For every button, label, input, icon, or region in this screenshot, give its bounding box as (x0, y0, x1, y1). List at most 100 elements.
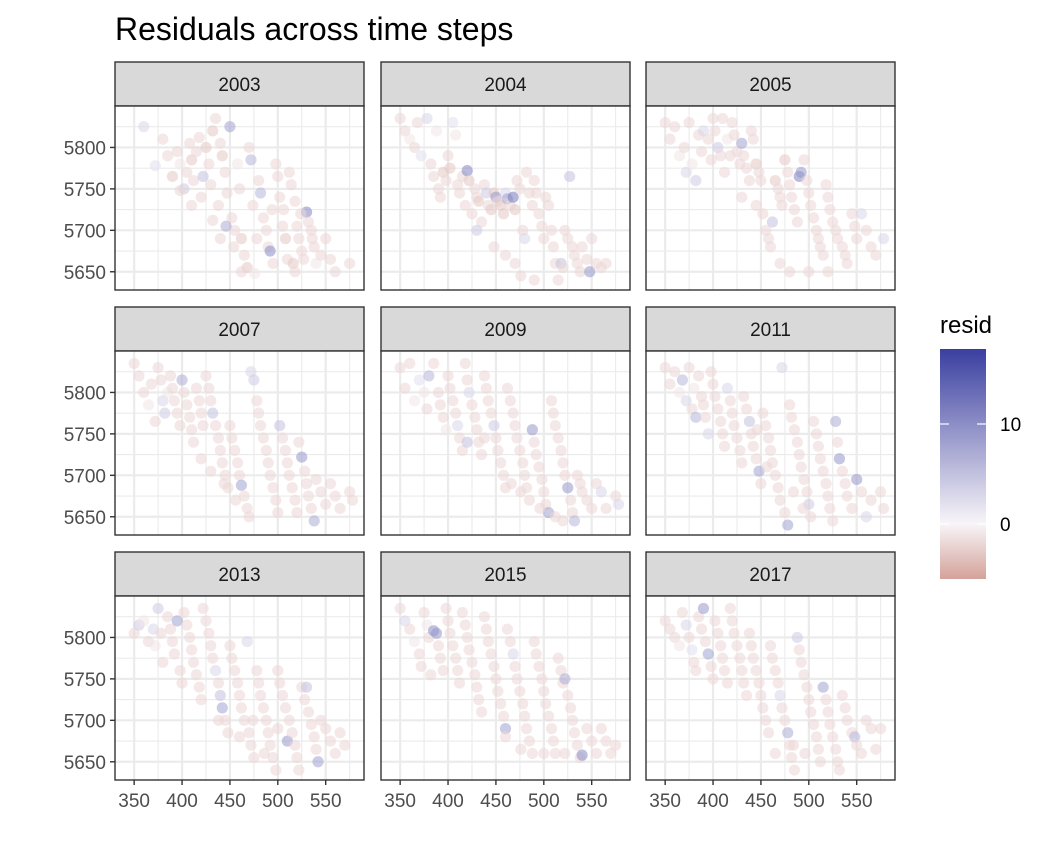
data-point (785, 752, 798, 764)
data-point (404, 357, 416, 370)
data-point (576, 241, 588, 253)
data-point (229, 224, 241, 236)
data-point (833, 764, 846, 776)
data-point (399, 615, 411, 627)
data-point (769, 469, 781, 481)
data-point (497, 208, 510, 220)
data-point (452, 419, 464, 432)
facet-panel-2015: 2015 (380, 551, 631, 781)
data-point (715, 415, 727, 428)
data-point (195, 453, 207, 465)
data-point (766, 652, 779, 664)
x-tick-label: 550 (841, 791, 873, 812)
data-point (174, 184, 186, 197)
data-point (266, 204, 278, 216)
data-point (425, 158, 437, 170)
data-point (552, 652, 564, 664)
data-point (709, 615, 721, 627)
data-point (812, 743, 824, 755)
data-point (526, 424, 538, 436)
data-point (820, 694, 832, 706)
data-point (709, 390, 721, 403)
data-point (440, 602, 452, 615)
data-point (707, 673, 719, 685)
data-point (205, 465, 217, 477)
data-point (836, 465, 848, 477)
data-point (247, 714, 259, 726)
data-point (473, 195, 485, 207)
data-point (718, 440, 731, 452)
data-point (149, 160, 161, 172)
shared-axes: 5650 5700 5750 5800 5650 5700 5750 5800 5650 5700… (64, 138, 873, 812)
data-point (528, 274, 540, 286)
data-point (846, 208, 858, 220)
data-point (274, 677, 286, 689)
data-point (456, 606, 469, 619)
data-point (807, 212, 820, 224)
data-point (795, 461, 807, 473)
data-point (791, 436, 803, 448)
x-tick-label: 500 (262, 791, 294, 812)
data-point (803, 187, 815, 199)
data-point (286, 727, 298, 739)
data-point (523, 494, 536, 506)
data-point (459, 357, 471, 370)
data-point (795, 166, 807, 178)
data-point (254, 689, 267, 702)
data-point (538, 486, 550, 498)
data-point (228, 241, 240, 253)
data-point (697, 399, 710, 411)
data-point (178, 386, 190, 399)
data-point (584, 266, 596, 278)
data-point (219, 469, 231, 481)
data-point (509, 257, 521, 270)
data-point (344, 257, 356, 270)
facet-panel-2009: 2009 (380, 306, 631, 536)
data-point (168, 648, 180, 660)
data-point (559, 469, 571, 481)
data-point (155, 374, 167, 386)
data-point (440, 424, 452, 436)
data-point (299, 465, 311, 477)
data-point (187, 656, 200, 668)
y-tick-label: 5800 (64, 138, 106, 159)
data-point (505, 478, 517, 490)
data-point (772, 482, 784, 494)
data-point (404, 133, 416, 145)
data-point (186, 644, 198, 656)
data-point (511, 673, 523, 685)
data-point (238, 714, 250, 726)
data-point (836, 689, 848, 702)
data-point (488, 419, 500, 432)
data-point (536, 673, 548, 685)
data-point (181, 619, 193, 631)
data-point (738, 677, 750, 689)
data-point (595, 486, 607, 498)
data-point (497, 710, 510, 722)
data-point (761, 461, 773, 473)
data-point (270, 158, 282, 170)
data-point (515, 486, 527, 498)
data-point (545, 224, 558, 236)
data-point (226, 652, 238, 664)
data-point (517, 457, 529, 469)
data-point (664, 378, 676, 390)
data-point (216, 702, 228, 714)
data-point (736, 664, 748, 677)
data-point (235, 266, 248, 278)
data-point (705, 366, 717, 378)
data-point (289, 195, 301, 207)
data-point (833, 453, 846, 465)
data-point (302, 706, 315, 718)
data-point (509, 204, 521, 216)
data-point (664, 133, 676, 145)
data-point (717, 112, 729, 125)
data-point (394, 602, 406, 615)
data-point (320, 498, 332, 510)
legend-tick-label: 0 (1000, 515, 1011, 536)
data-point (310, 473, 322, 486)
data-point (418, 606, 430, 619)
data-point (286, 482, 298, 494)
data-point (209, 664, 222, 677)
y-tick-label: 5650 (64, 753, 106, 774)
